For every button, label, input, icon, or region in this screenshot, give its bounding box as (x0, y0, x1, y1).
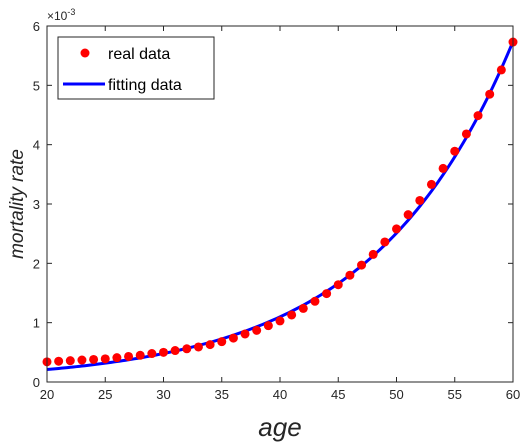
real-data-point (392, 224, 401, 234)
real-data-point (240, 329, 250, 339)
real-data-point (496, 65, 506, 75)
x-tick-label: 50 (389, 387, 403, 402)
real-data-point (170, 346, 180, 356)
x-axis-title: age (258, 412, 301, 442)
y-tick-label: 2 (33, 256, 40, 271)
real-data-point (135, 350, 145, 360)
real-data-point (77, 355, 87, 365)
y-axis-title: mortality rate (7, 149, 28, 259)
y-tick-label: 1 (33, 316, 40, 331)
real-data-point (310, 296, 320, 306)
x-tick-label: 25 (98, 387, 112, 402)
x-tick-label: 35 (215, 387, 229, 402)
real-data-point (193, 342, 203, 352)
x-tick-label: 55 (448, 387, 462, 402)
x-tick-label: 30 (156, 387, 170, 402)
real-data-point (205, 340, 215, 350)
real-data-point (217, 337, 227, 347)
real-data-point (461, 129, 471, 139)
real-data-point (357, 260, 367, 270)
x-tick-label: 20 (40, 387, 54, 402)
y-tick-label: 5 (33, 78, 40, 93)
real-data-point (485, 89, 495, 99)
y-axis-exponent: ×10-3 (47, 7, 75, 23)
real-data-point (426, 179, 436, 189)
real-data-point (333, 280, 343, 290)
real-data-point (403, 210, 413, 220)
real-data-point (345, 270, 355, 280)
real-data-point (322, 289, 332, 299)
real-data-point (65, 356, 75, 366)
real-data-point (112, 353, 122, 363)
real-data-point (287, 310, 297, 320)
x-tick-label: 45 (331, 387, 345, 402)
real-data-point (100, 354, 110, 364)
legend-label-real-data: real data (108, 46, 170, 63)
real-data-point (298, 303, 308, 313)
real-data-point (263, 321, 273, 331)
legend-label-fitting-data: fitting data (108, 77, 182, 94)
real-data-point (147, 349, 157, 359)
real-data-point (473, 111, 483, 121)
real-data-point (275, 316, 285, 326)
real-data-point (89, 354, 99, 364)
real-data-point (415, 195, 425, 205)
y-axis-ticks: 0 1 2 3 4 5 6 (33, 19, 513, 390)
y-tick-label: 3 (33, 197, 40, 212)
real-data-point (438, 163, 448, 173)
x-tick-label: 40 (273, 387, 287, 402)
real-data-point (54, 356, 64, 366)
real-data-point (368, 249, 378, 259)
real-data-point (252, 325, 262, 335)
x-tick-label: 60 (506, 387, 520, 402)
real-data-point (450, 146, 460, 156)
legend-box (57, 36, 215, 100)
y-tick-label: 6 (33, 19, 40, 34)
real-data-point (124, 351, 134, 361)
y-tick-label: 4 (33, 138, 40, 153)
legend-marker-real-data (80, 48, 90, 58)
real-data-markers (42, 37, 518, 367)
x-axis-ticks: 20 25 30 35 40 45 50 55 60 (40, 26, 520, 402)
real-data-point (182, 344, 192, 354)
real-data-point (159, 347, 168, 357)
real-data-point (380, 237, 390, 247)
real-data-point (228, 333, 238, 343)
y-tick-label: 0 (33, 375, 40, 390)
legend: real data fitting data (57, 36, 215, 100)
